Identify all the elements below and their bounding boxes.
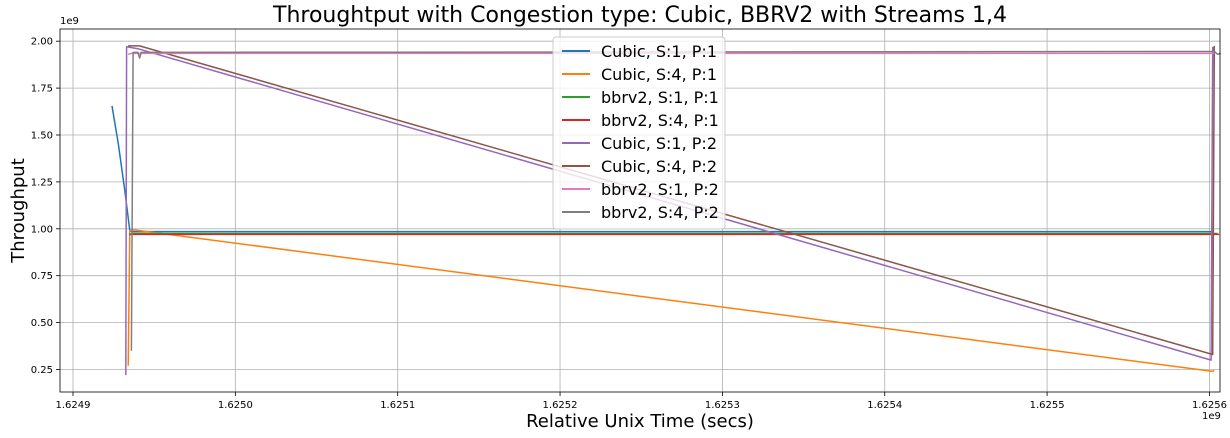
y-tick-label: 0.50: [31, 318, 53, 329]
legend-entry: Cubic, S:1, P:2: [601, 134, 717, 153]
x-tick-label: 1.6253: [705, 400, 740, 411]
x-tick-label: 1.6252: [543, 400, 578, 411]
x-tick-label: 1.6255: [1030, 400, 1065, 411]
y-axis-label: Throughput: [8, 158, 29, 264]
y-tick-label: 1.75: [31, 84, 53, 95]
series-line-7: [127, 52, 1215, 56]
chart-title: Throughtput with Congestion type: Cubic,…: [272, 3, 1007, 28]
y-tick-label: 1.25: [31, 177, 53, 188]
legend-entry: bbrv2, S:1, P:2: [601, 180, 719, 199]
series-line-5: [125, 46, 1214, 376]
y-axis-offset-label: 1e9: [60, 16, 79, 27]
x-tick-label: 1.6256: [1192, 400, 1227, 411]
x-axis-offset-label: 1e9: [1202, 411, 1221, 422]
y-tick-label: 0.25: [31, 365, 53, 376]
legend-entry: Cubic, S:4, P:2: [601, 157, 717, 176]
series-layer: [111, 45, 1222, 376]
legend-entry: bbrv2, S:4, P:2: [601, 203, 719, 222]
x-tick-label: 1.6250: [218, 400, 253, 411]
x-tick-label: 1.6249: [55, 400, 90, 411]
series-line-8: [130, 50, 1222, 351]
y-tick-label: 0.75: [31, 271, 53, 282]
x-axis-label: Relative Unix Time (secs): [526, 411, 754, 432]
legend-entry: Cubic, S:4, P:1: [601, 65, 717, 84]
y-tick-label: 2.00: [31, 37, 53, 48]
legend-entry: bbrv2, S:1, P:1: [601, 88, 719, 107]
y-tick-label: 1.50: [31, 130, 53, 141]
legend-box: [552, 36, 726, 230]
ticks: 1.6249 1.6250 1.6251 1.6252 1.6253 1.6254 1.62…: [31, 37, 1227, 411]
series-line-6: [128, 45, 1216, 356]
legend-entry: Cubic, S:1, P:1: [601, 42, 717, 61]
plot-frame: [59, 28, 1221, 393]
x-tick-label: 1.6254: [867, 400, 902, 411]
y-tick-label: 1.00: [31, 224, 53, 235]
legend: Cubic, S:1, P:1 Cubic, S:4, P:1 bbrv2, S:1…: [552, 36, 726, 230]
series-line-2: [127, 228, 1215, 373]
x-tick-label: 1.6251: [380, 400, 415, 411]
legend-entry: bbrv2, S:4, P:1: [601, 111, 719, 130]
